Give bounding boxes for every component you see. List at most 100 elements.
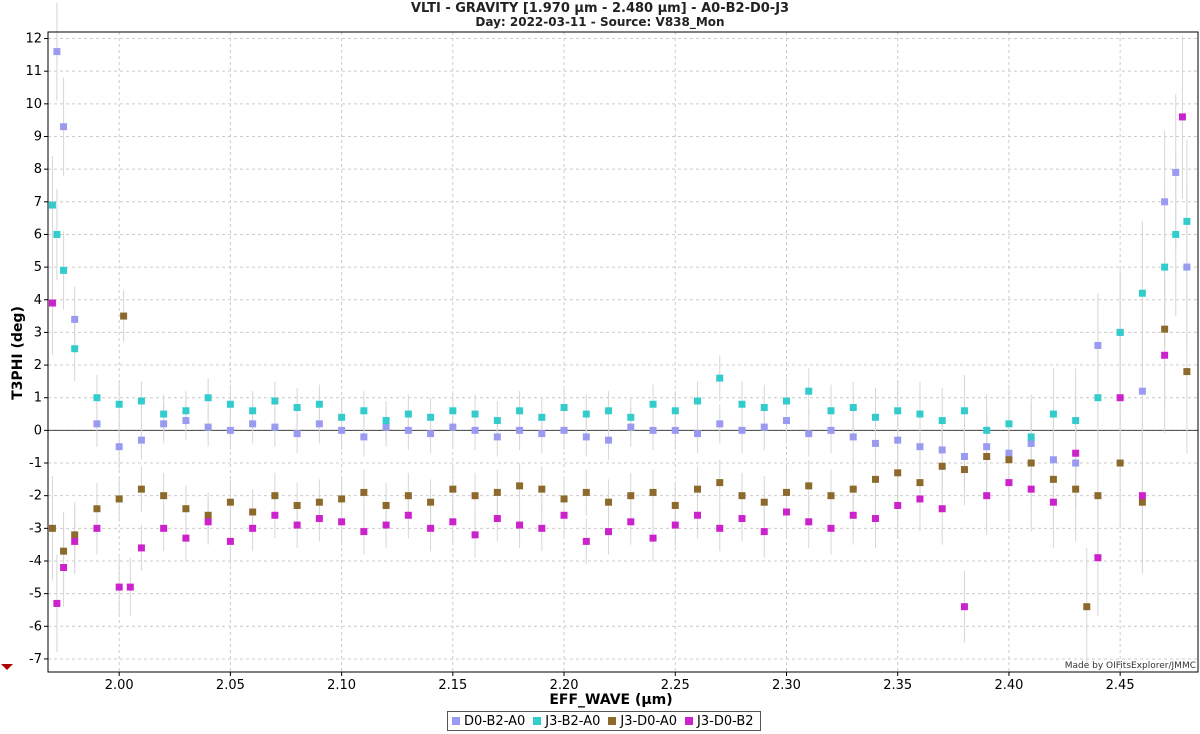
point-j3-b2-a0 (315, 400, 323, 408)
point-d0-b2-a0 (938, 446, 946, 454)
point-j3-d0-b2 (760, 528, 768, 536)
point-j3-d0-b2 (1027, 485, 1035, 493)
point-j3-d0-b2 (560, 511, 568, 519)
point-j3-b2-a0 (1116, 328, 1124, 336)
point-j3-d0-b2 (805, 518, 813, 526)
point-j3-d0-b2 (827, 524, 835, 532)
point-j3-b2-a0 (916, 410, 924, 418)
point-j3-d0-b2 (694, 511, 702, 519)
legend-item-d0-b2-a0[interactable]: D0-B2-A0 (452, 714, 525, 729)
point-d0-b2-a0 (137, 436, 145, 444)
legend-item-j3-d0-b2[interactable]: J3-D0-B2 (685, 714, 754, 729)
point-j3-d0-b2 (1094, 554, 1102, 562)
point-j3-b2-a0 (805, 387, 813, 395)
x-axis-ticks: 2.00 2.05 2.10 2.15 2.20 2.25 2.30 2.35 2.40 2.45 (105, 672, 1135, 693)
point-j3-d0-b2 (1161, 351, 1169, 359)
point-j3-d0-b2 (871, 515, 879, 523)
point-j3-d0-a0 (115, 495, 123, 503)
x-tick-label: 2.00 (105, 678, 134, 693)
point-j3-b2-a0 (338, 413, 346, 421)
point-j3-d0-b2 (582, 537, 590, 545)
point-j3-b2-a0 (605, 407, 613, 415)
y-tick-label: -7 (29, 652, 42, 667)
point-j3-d0-a0 (427, 498, 435, 506)
point-j3-d0-b2 (160, 524, 168, 532)
error-bars (51, 2, 1188, 666)
point-j3-d0-a0 (894, 469, 902, 477)
point-d0-b2-a0 (582, 433, 590, 441)
chart-subtitle: Day: 2022-03-11 - Source: V838_Mon (475, 15, 724, 30)
point-d0-b2-a0 (1094, 341, 1102, 349)
point-d0-b2-a0 (916, 443, 924, 451)
data-points (48, 48, 1191, 611)
point-j3-d0-a0 (449, 485, 457, 493)
point-j3-d0-b2 (894, 501, 902, 509)
point-d0-b2-a0 (115, 443, 123, 451)
point-d0-b2-a0 (493, 433, 501, 441)
point-d0-b2-a0 (471, 426, 479, 434)
y-tick-label: 3 (34, 325, 42, 340)
point-j3-b2-a0 (1072, 417, 1080, 425)
point-d0-b2-a0 (782, 417, 790, 425)
point-j3-b2-a0 (1049, 410, 1057, 418)
point-j3-d0-a0 (1083, 603, 1091, 611)
point-j3-d0-a0 (93, 505, 101, 513)
point-d0-b2-a0 (871, 439, 879, 447)
point-j3-b2-a0 (871, 413, 879, 421)
point-d0-b2-a0 (805, 430, 813, 438)
range-marker-icon[interactable] (1, 664, 13, 670)
point-j3-d0-b2 (493, 515, 501, 523)
point-j3-d0-a0 (204, 511, 212, 519)
point-j3-d0-b2 (360, 528, 368, 536)
point-j3-d0-b2 (782, 508, 790, 516)
point-j3-b2-a0 (983, 426, 991, 434)
point-d0-b2-a0 (427, 430, 435, 438)
point-j3-b2-a0 (404, 410, 412, 418)
point-j3-b2-a0 (738, 400, 746, 408)
x-tick-label: 2.40 (994, 678, 1023, 693)
point-j3-b2-a0 (894, 407, 902, 415)
y-tick-label: 7 (34, 195, 42, 210)
point-d0-b2-a0 (827, 426, 835, 434)
point-j3-b2-a0 (938, 417, 946, 425)
point-j3-b2-a0 (53, 230, 61, 238)
legend-swatch (608, 717, 617, 725)
point-j3-d0-a0 (760, 498, 768, 506)
point-j3-d0-a0 (1094, 492, 1102, 500)
point-d0-b2-a0 (182, 417, 190, 425)
point-d0-b2-a0 (1172, 168, 1180, 176)
legend-item-j3-b2-a0[interactable]: J3-B2-A0 (533, 714, 600, 729)
point-j3-d0-b2 (271, 511, 279, 519)
point-j3-d0-a0 (782, 488, 790, 496)
point-j3-d0-b2 (204, 518, 212, 526)
point-j3-d0-a0 (1138, 498, 1146, 506)
point-j3-b2-a0 (226, 400, 234, 408)
point-d0-b2-a0 (1049, 456, 1057, 464)
legend-swatch (533, 717, 542, 725)
point-d0-b2-a0 (449, 423, 457, 431)
point-j3-b2-a0 (271, 397, 279, 405)
point-j3-b2-a0 (716, 374, 724, 382)
point-j3-d0-b2 (53, 599, 61, 607)
point-j3-d0-a0 (493, 488, 501, 496)
point-j3-d0-b2 (516, 521, 524, 529)
x-tick-label: 2.25 (661, 678, 690, 693)
point-d0-b2-a0 (1005, 449, 1013, 457)
point-j3-d0-a0 (960, 466, 968, 474)
point-j3-d0-a0 (827, 492, 835, 500)
chart-legend: D0-B2-A0 J3-B2-A0 J3-D0-A0 J3-D0-B2 (447, 711, 761, 731)
y-tick-label: 8 (34, 162, 42, 177)
point-j3-d0-a0 (293, 501, 301, 509)
y-tick-label: 4 (34, 293, 42, 308)
point-j3-d0-b2 (71, 537, 79, 545)
point-j3-d0-a0 (120, 312, 128, 320)
point-j3-b2-a0 (60, 266, 68, 274)
point-d0-b2-a0 (538, 430, 546, 438)
point-j3-b2-a0 (48, 201, 56, 209)
point-j3-d0-a0 (48, 524, 56, 532)
point-d0-b2-a0 (1161, 198, 1169, 206)
point-d0-b2-a0 (716, 420, 724, 428)
point-j3-d0-a0 (1072, 485, 1080, 493)
legend-item-j3-d0-a0[interactable]: J3-D0-A0 (608, 714, 677, 729)
